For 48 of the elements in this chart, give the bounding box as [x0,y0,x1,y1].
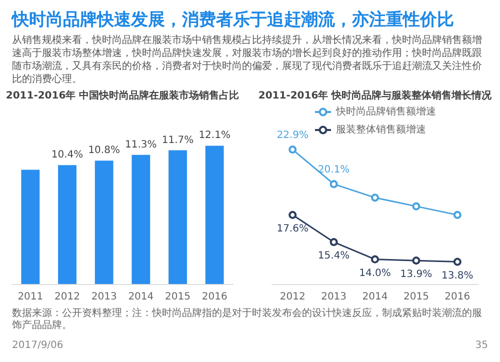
legend-label: 服装整体销售额增速 [336,124,426,136]
source-note: 数据来源：公开资料整理；注：快时尚品牌指的是对于时装发布会的设计快速反应，制成紧贴时装潮流的服饰产品品牌。 [12,308,483,332]
bar [205,146,224,284]
text: 从销售规模来看，快时尚品牌在服装市场中销售规模占比持续提升，从增长情况来看，快时尚品牌销售额增速高于服装市场整体增速，快时尚品牌快速发展，对服装市场的增长起到良好的推动作用；快时尚品牌既跟随市场潮流，又具有亲民的价格，消费者对于快时尚的偏爱，展现了现代消费者既乐于追赶潮流又关注性价比的消费心理。 [12,34,483,86]
chart-title: 2011-2016年 快时尚品牌与服装整体销售增长情况 [258,90,493,102]
point [412,202,420,210]
x-tick-label: 2014 [362,292,388,302]
data-label: 20.1% [318,164,350,176]
text: 2017/9/06 [12,340,64,351]
data-label: 17.6% [276,223,308,234]
data-label: 22.9% [276,130,308,142]
point [412,256,420,265]
bar [168,150,187,284]
point [371,194,379,202]
x-tick-label: 2015 [165,292,190,302]
x-tick-label: 2013 [321,292,347,302]
data-label: 10.4% [51,150,84,161]
data-label: 13.8% [442,270,474,282]
bar [94,160,114,284]
data-label: 11.7% [162,134,194,146]
point [371,255,379,264]
x-tick-label: 2011 [18,292,44,302]
legend-label: 快时尚品牌销售额增速 [335,106,436,118]
data-label: 13.9% [400,269,432,280]
point [288,210,297,219]
point [453,210,462,219]
point [453,258,462,266]
x-tick-label: 2013 [91,292,117,302]
bar [132,154,150,284]
data-label: 14.0% [359,268,391,279]
x-tick-label: 2016 [202,292,228,302]
x-tick-label: 2014 [128,292,154,302]
chart-title: 2011-2016年 中国快时尚品牌在服装市场销售占比 [6,90,240,102]
point [330,238,338,246]
x-tick-label: 2012 [54,292,80,302]
text: 快时尚品牌快速发展，消费者乐于追赶潮流，亦注重性价比 [12,9,454,31]
point [330,180,338,188]
data-label: 10.8% [88,145,120,156]
bar [21,170,40,284]
x-tick-label: 2015 [403,292,429,302]
data-label: 15.4% [318,250,350,262]
text: 35 [475,340,488,351]
point [288,146,297,154]
x-tick-label: 2016 [444,292,470,302]
data-label: 11.3% [125,139,157,150]
x-tick-label: 2012 [280,292,306,302]
bar [58,165,76,284]
data-label: 12.1% [198,130,230,142]
